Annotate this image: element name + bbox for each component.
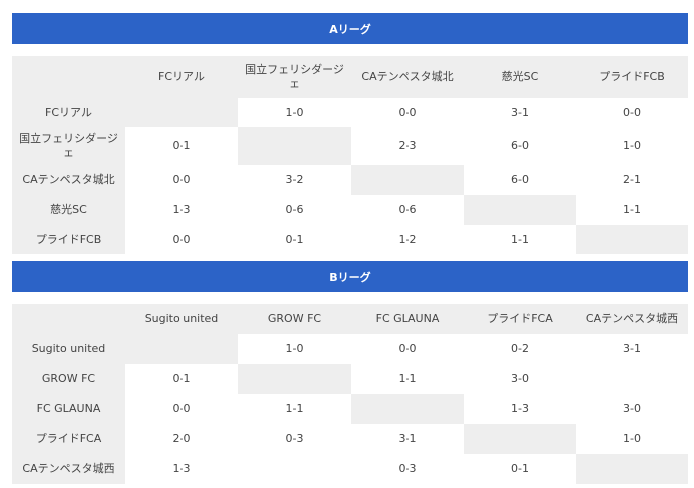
col-team: プライドFCB [576, 56, 688, 98]
row-team: 慈光SC [12, 195, 125, 225]
league-a-table: FCリアル 国立フェリシダージェ CAテンペスタ城北 慈光SC プライドFCB … [12, 56, 688, 254]
col-team: GROW FC [238, 304, 351, 334]
col-team: 国立フェリシダージェ [238, 56, 351, 98]
result-cell: 1-1 [576, 195, 688, 225]
result-cell [576, 364, 688, 394]
table-row: プライドFCA 2-0 0-3 3-1 1-0 [12, 424, 688, 454]
league-a-title: Aリーグ [12, 13, 688, 44]
result-cell: 1-1 [464, 225, 576, 254]
row-team: GROW FC [12, 364, 125, 394]
self-match-cell [576, 454, 688, 484]
self-match-cell [464, 195, 576, 225]
col-team: Sugito united [125, 304, 238, 334]
result-cell: 1-0 [576, 127, 688, 165]
self-match-cell [576, 225, 688, 254]
result-cell: 1-1 [351, 364, 464, 394]
header-row: Sugito united GROW FC FC GLAUNA プライドFCA … [12, 304, 688, 334]
result-cell: 0-1 [125, 364, 238, 394]
table-row: 国立フェリシダージェ 0-1 2-3 6-0 1-0 [12, 127, 688, 165]
result-cell: 0-0 [576, 98, 688, 127]
result-cell: 3-1 [464, 98, 576, 127]
row-team: Sugito united [12, 334, 125, 364]
row-team: CAテンペスタ城北 [12, 165, 125, 195]
self-match-cell [125, 98, 238, 127]
result-cell: 6-0 [464, 165, 576, 195]
result-cell: 0-0 [125, 225, 238, 254]
col-team: 慈光SC [464, 56, 576, 98]
self-match-cell [238, 127, 351, 165]
result-cell: 1-3 [125, 195, 238, 225]
result-cell: 3-2 [238, 165, 351, 195]
result-cell: 3-1 [351, 424, 464, 454]
result-cell: 0-1 [125, 127, 238, 165]
corner-cell [12, 304, 125, 334]
col-team: FCリアル [125, 56, 238, 98]
league-b-title: Bリーグ [12, 261, 688, 292]
result-cell: 0-6 [351, 195, 464, 225]
row-team: CAテンペスタ城西 [12, 454, 125, 484]
table-row: GROW FC 0-1 1-1 3-0 [12, 364, 688, 394]
header-row: FCリアル 国立フェリシダージェ CAテンペスタ城北 慈光SC プライドFCB [12, 56, 688, 98]
result-cell: 0-3 [351, 454, 464, 484]
result-cell: 2-0 [125, 424, 238, 454]
col-team: プライドFCA [464, 304, 576, 334]
row-team: 国立フェリシダージェ [12, 127, 125, 165]
result-cell: 1-0 [238, 98, 351, 127]
league-a-section: Aリーグ FCリアル 国立フェリシダージェ CAテンペスタ城北 慈光SC プライ… [12, 13, 688, 254]
row-team: プライドFCB [12, 225, 125, 254]
result-cell: 1-0 [238, 334, 351, 364]
league-b-table: Sugito united GROW FC FC GLAUNA プライドFCA … [12, 304, 688, 484]
col-team: CAテンペスタ城西 [576, 304, 688, 334]
result-cell: 1-1 [238, 394, 351, 424]
col-team: CAテンペスタ城北 [351, 56, 464, 98]
corner-cell [12, 56, 125, 98]
result-cell: 1-0 [576, 424, 688, 454]
result-cell: 0-1 [464, 454, 576, 484]
result-cell: 0-1 [238, 225, 351, 254]
row-team: プライドFCA [12, 424, 125, 454]
row-team: FCリアル [12, 98, 125, 127]
table-row: Sugito united 1-0 0-0 0-2 3-1 [12, 334, 688, 364]
self-match-cell [125, 334, 238, 364]
table-row: FC GLAUNA 0-0 1-1 1-3 3-0 [12, 394, 688, 424]
result-cell: 1-3 [125, 454, 238, 484]
result-cell: 0-0 [125, 394, 238, 424]
result-cell: 2-1 [576, 165, 688, 195]
result-cell: 0-0 [125, 165, 238, 195]
table-row: プライドFCB 0-0 0-1 1-2 1-1 [12, 225, 688, 254]
result-cell: 0-6 [238, 195, 351, 225]
table-row: CAテンペスタ城西 1-3 0-3 0-1 [12, 454, 688, 484]
self-match-cell [464, 424, 576, 454]
result-cell: 0-0 [351, 98, 464, 127]
league-b-section: Bリーグ Sugito united GROW FC FC GLAUNA プライ… [12, 261, 688, 484]
result-cell: 3-0 [464, 364, 576, 394]
self-match-cell [238, 364, 351, 394]
result-cell: 6-0 [464, 127, 576, 165]
result-cell: 3-0 [576, 394, 688, 424]
self-match-cell [351, 394, 464, 424]
result-cell: 0-2 [464, 334, 576, 364]
col-team: FC GLAUNA [351, 304, 464, 334]
result-cell: 1-3 [464, 394, 576, 424]
self-match-cell [351, 165, 464, 195]
table-row: CAテンペスタ城北 0-0 3-2 6-0 2-1 [12, 165, 688, 195]
row-team: FC GLAUNA [12, 394, 125, 424]
result-cell [238, 454, 351, 484]
result-cell: 1-2 [351, 225, 464, 254]
table-row: 慈光SC 1-3 0-6 0-6 1-1 [12, 195, 688, 225]
table-row: FCリアル 1-0 0-0 3-1 0-0 [12, 98, 688, 127]
result-cell: 0-0 [351, 334, 464, 364]
result-cell: 3-1 [576, 334, 688, 364]
result-cell: 2-3 [351, 127, 464, 165]
result-cell: 0-3 [238, 424, 351, 454]
